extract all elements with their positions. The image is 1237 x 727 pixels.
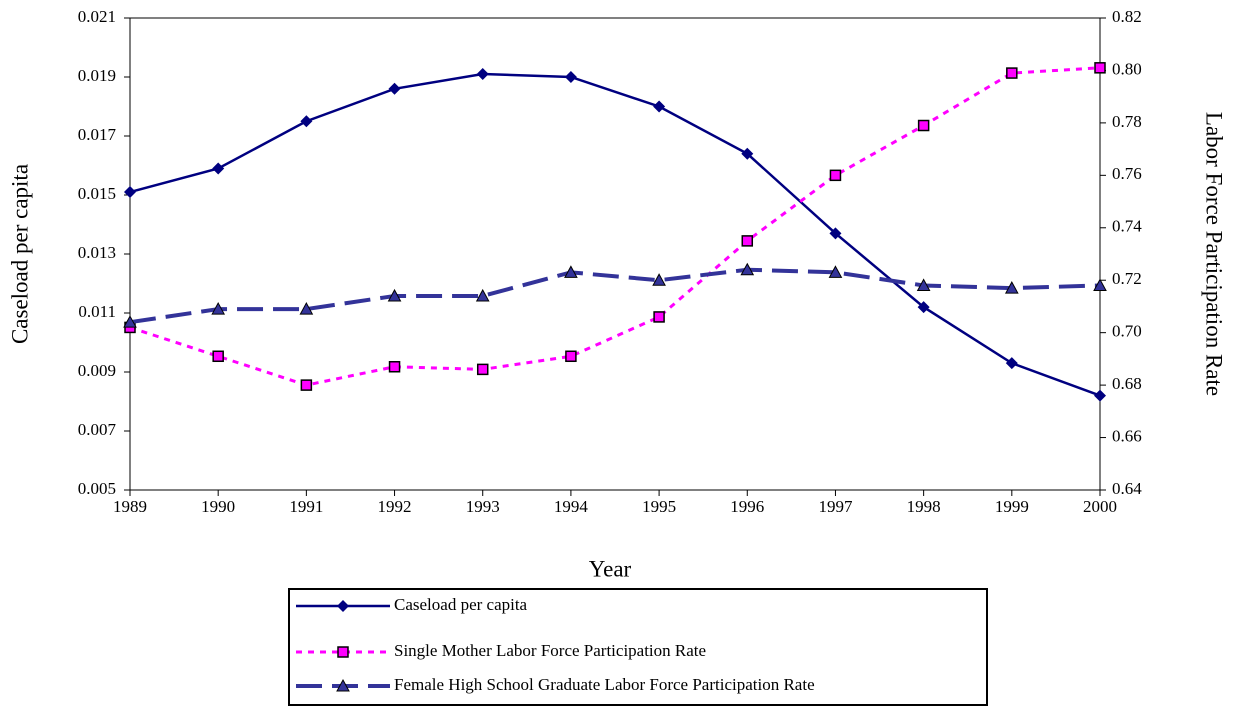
y2-tick-label: 0.66 <box>1112 426 1142 445</box>
data-point <box>476 68 489 81</box>
data-point <box>1094 62 1106 74</box>
y-tick-label: 0.009 <box>78 361 116 380</box>
data-point <box>565 350 577 363</box>
y-tick-label: 0.019 <box>78 66 116 85</box>
series-line <box>129 66 1101 387</box>
data-point <box>212 162 225 175</box>
legend-marker <box>337 600 349 612</box>
x-tick-label: 1993 <box>466 497 500 516</box>
data-point <box>388 82 401 95</box>
x-tick-label: 1999 <box>995 497 1029 516</box>
legend-label: Caseload per capita <box>394 595 528 614</box>
legend-label: Female High School Graduate Labor Force … <box>394 675 815 694</box>
x-tick-label: 1989 <box>113 497 147 516</box>
y2-tick-label: 0.74 <box>1112 217 1142 236</box>
data-point <box>653 311 665 323</box>
data-point <box>299 302 314 315</box>
data-point <box>300 115 313 128</box>
plot-frame <box>129 17 1101 491</box>
y-tick-label: 0.015 <box>78 184 116 203</box>
x-tick-label: 1997 <box>818 497 853 516</box>
data-point <box>387 288 402 302</box>
y2-tick-label: 0.64 <box>1112 479 1142 498</box>
y-tick-label: 0.011 <box>78 302 116 321</box>
legend-label: Single Mother Labor Force Participation … <box>394 641 706 660</box>
y2-tick-label: 0.78 <box>1112 112 1142 131</box>
data-point <box>653 100 666 113</box>
x-tick-label: 1991 <box>289 497 323 516</box>
y2-tick-label: 0.80 <box>1112 59 1142 78</box>
y-tick-label: 0.005 <box>78 479 116 498</box>
data-point <box>916 278 931 291</box>
data-point <box>212 350 224 363</box>
data-point <box>1093 278 1107 291</box>
y-tick-label: 0.017 <box>78 125 117 144</box>
legend-marker <box>337 646 349 658</box>
x-tick-label: 1994 <box>554 497 589 516</box>
data-point <box>300 379 313 391</box>
data-point <box>475 288 490 302</box>
data-point <box>564 71 577 83</box>
data-point <box>564 265 578 278</box>
x-tick-label: 1995 <box>642 497 676 516</box>
y-axis-title: Caseload per capita <box>7 164 32 344</box>
x-tick-label: 1998 <box>907 497 941 516</box>
y2-tick-label: 0.70 <box>1112 322 1142 341</box>
y-tick-label: 0.007 <box>78 420 117 439</box>
data-point <box>917 119 930 132</box>
data-point <box>829 227 842 240</box>
y-tick-label: 0.013 <box>78 243 116 262</box>
x-tick-label: 1990 <box>201 497 235 516</box>
y2-axis-title: Labor Force Participation Rate <box>1202 112 1227 396</box>
y2-tick-label: 0.76 <box>1112 164 1142 183</box>
data-point <box>828 265 843 278</box>
y2-tick-label: 0.72 <box>1112 269 1142 288</box>
data-point <box>740 262 755 276</box>
series-line <box>129 72 1101 397</box>
data-point <box>741 147 754 160</box>
data-point <box>124 186 136 199</box>
legend-box <box>288 588 988 706</box>
data-point <box>741 235 754 247</box>
series-line <box>129 267 1101 325</box>
y2-tick-label: 0.68 <box>1112 374 1142 393</box>
data-point <box>1004 281 1019 294</box>
data-point <box>123 315 137 328</box>
data-point <box>1005 357 1018 370</box>
x-tick-label: 2000 <box>1083 497 1117 516</box>
legend-marker <box>336 678 350 692</box>
data-point <box>1094 389 1106 402</box>
x-tick-label: 1996 <box>730 497 764 516</box>
y2-tick-label: 0.82 <box>1112 7 1142 26</box>
data-point <box>211 302 226 315</box>
data-point <box>652 273 666 286</box>
y-tick-label: 0.021 <box>78 7 116 26</box>
x-tick-label: 1992 <box>378 497 412 516</box>
data-point <box>917 301 930 314</box>
data-point <box>829 169 842 182</box>
data-point <box>1006 67 1018 79</box>
data-point <box>476 363 489 376</box>
x-axis-title: Year <box>589 556 632 581</box>
data-point <box>388 361 401 373</box>
